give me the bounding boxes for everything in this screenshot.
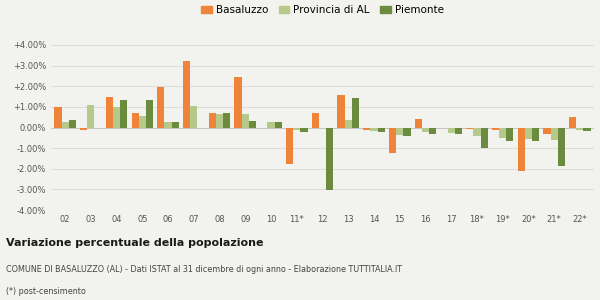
Bar xyxy=(352,98,359,128)
Bar xyxy=(499,128,506,138)
Bar xyxy=(311,113,319,127)
Bar xyxy=(583,128,590,130)
Bar xyxy=(120,100,127,128)
Bar xyxy=(532,128,539,141)
Bar xyxy=(113,107,120,128)
Bar xyxy=(69,120,76,128)
Bar xyxy=(492,128,499,130)
Bar xyxy=(249,121,256,127)
Bar xyxy=(131,113,139,127)
Bar xyxy=(525,128,532,139)
Bar xyxy=(106,97,113,128)
Bar xyxy=(235,77,242,128)
Bar xyxy=(286,128,293,164)
Bar xyxy=(429,128,436,134)
Bar xyxy=(569,117,576,128)
Bar xyxy=(223,113,230,127)
Bar xyxy=(422,128,429,132)
Bar xyxy=(389,128,396,153)
Bar xyxy=(242,114,249,128)
Bar xyxy=(157,87,164,128)
Bar xyxy=(558,128,565,166)
Bar xyxy=(293,128,301,130)
Bar xyxy=(55,107,62,128)
Bar xyxy=(275,122,282,128)
Text: COMUNE DI BASALUZZO (AL) - Dati ISTAT al 31 dicembre di ogni anno - Elaborazione: COMUNE DI BASALUZZO (AL) - Dati ISTAT al… xyxy=(6,266,402,274)
Bar xyxy=(146,100,153,128)
Bar xyxy=(403,128,410,136)
Bar xyxy=(164,122,172,128)
Bar xyxy=(190,106,197,128)
Text: Variazione percentuale della popolazione: Variazione percentuale della popolazione xyxy=(6,238,263,248)
Bar xyxy=(448,128,455,133)
Bar xyxy=(518,128,525,171)
Bar xyxy=(415,119,422,128)
Bar xyxy=(216,114,223,128)
Bar xyxy=(268,122,275,128)
Bar xyxy=(363,128,370,130)
Bar xyxy=(172,122,179,128)
Bar xyxy=(396,128,403,135)
Legend: Basaluzzo, Provincia di AL, Piemonte: Basaluzzo, Provincia di AL, Piemonte xyxy=(197,1,448,19)
Bar xyxy=(551,128,558,140)
Bar xyxy=(377,128,385,132)
Bar xyxy=(87,105,94,128)
Bar xyxy=(183,61,190,128)
Bar xyxy=(337,94,344,128)
Bar xyxy=(326,128,334,190)
Bar xyxy=(301,128,308,132)
Bar xyxy=(455,128,462,134)
Bar xyxy=(576,128,583,130)
Text: (*) post-censimento: (*) post-censimento xyxy=(6,286,86,296)
Bar xyxy=(506,128,514,141)
Bar xyxy=(209,113,216,127)
Bar xyxy=(473,128,481,136)
Bar xyxy=(370,128,377,130)
Bar xyxy=(481,128,488,148)
Bar xyxy=(62,122,69,128)
Bar xyxy=(80,128,87,130)
Bar xyxy=(544,128,551,134)
Bar xyxy=(139,116,146,128)
Bar xyxy=(344,120,352,128)
